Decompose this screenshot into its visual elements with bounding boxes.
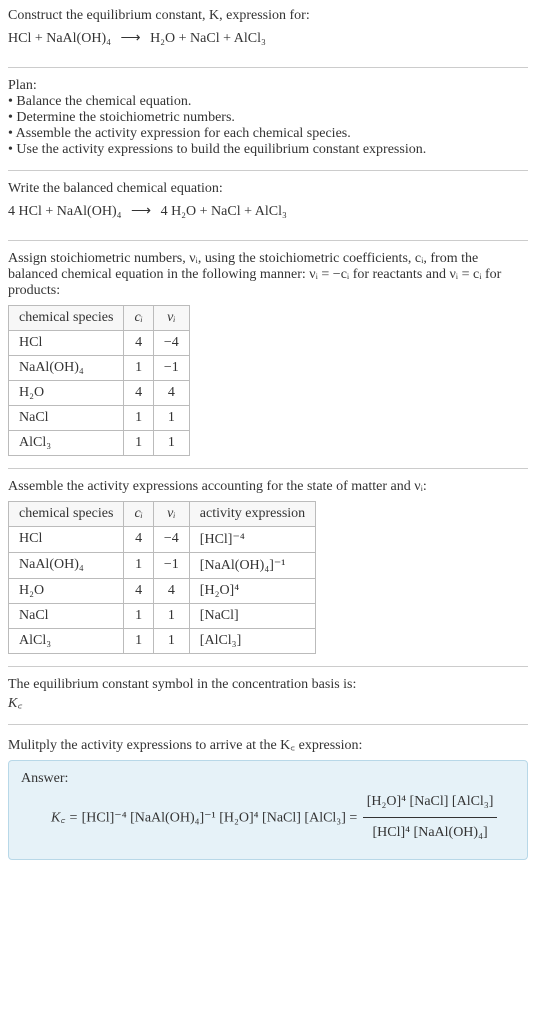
stoich-table: chemical species cᵢ νᵢ HCl4−4 NaAl(OH)₄1… — [8, 305, 190, 456]
cell-ci: 1 — [124, 552, 153, 578]
header: Construct the equilibrium constant, K, e… — [8, 8, 528, 55]
cell-species: HCl — [9, 330, 124, 355]
plan-list: Balance the chemical equation. Determine… — [8, 94, 528, 158]
cell-vi: −1 — [153, 552, 189, 578]
table-row: NaCl11[NaCl] — [9, 603, 316, 628]
eq-rhs: H₂O + NaCl + AlCl₃ — [150, 31, 266, 46]
cell-ci: 4 — [124, 526, 153, 552]
table-row: HCl4−4[HCl]⁻⁴ — [9, 526, 316, 552]
plan-item: Determine the stoichiometric numbers. — [8, 110, 528, 126]
table-header-row: chemical species cᵢ νᵢ activity expressi… — [9, 501, 316, 526]
table-row: AlCl₃11[AlCl₃] — [9, 628, 316, 653]
activity-section: Assemble the activity expressions accoun… — [8, 479, 528, 654]
col-species: chemical species — [9, 501, 124, 526]
fraction-numerator: [H₂O]⁴ [NaCl] [AlCl₃] — [363, 787, 498, 819]
fraction-denominator: [HCl]⁴ [NaAl(OH)₄] — [363, 818, 498, 849]
cell-vi: 4 — [153, 578, 189, 603]
cell-species: H₂O — [9, 578, 124, 603]
cell-ci: 4 — [124, 578, 153, 603]
cell-expr: [AlCl₃] — [189, 628, 315, 653]
kc-symbol: K꜀ — [8, 693, 528, 712]
cell-ci: 1 — [124, 405, 153, 430]
balanced-lhs: 4 HCl + NaAl(OH)₄ — [8, 204, 121, 219]
balanced-section: Write the balanced chemical equation: 4 … — [8, 181, 528, 228]
cell-vi: −4 — [153, 526, 189, 552]
table-header-row: chemical species cᵢ νᵢ — [9, 305, 190, 330]
answer-box: Answer: K꜀ = [HCl]⁻⁴ [NaAl(OH)₄]⁻¹ [H₂O]… — [8, 760, 528, 861]
symbol-intro: The equilibrium constant symbol in the c… — [8, 677, 528, 693]
col-ci: cᵢ — [124, 501, 153, 526]
plan-item: Use the activity expressions to build th… — [8, 142, 528, 158]
balanced-equation: 4 HCl + NaAl(OH)₄ ⟶ 4 H₂O + NaCl + AlCl₃ — [8, 197, 528, 228]
activity-table: chemical species cᵢ νᵢ activity expressi… — [8, 501, 316, 654]
divider — [8, 724, 528, 725]
plan-item: Assemble the activity expression for eac… — [8, 126, 528, 142]
activity-intro: Assemble the activity expressions accoun… — [8, 479, 528, 495]
answer-label: Answer: — [21, 771, 515, 787]
cell-vi: 1 — [153, 628, 189, 653]
cell-expr: [H₂O]⁴ — [189, 578, 315, 603]
cell-species: NaCl — [9, 603, 124, 628]
cell-expr: [NaAl(OH)₄]⁻¹ — [189, 552, 315, 578]
table-row: AlCl₃11 — [9, 430, 190, 455]
cell-vi: 1 — [153, 430, 189, 455]
stoich-section: Assign stoichiometric numbers, νᵢ, using… — [8, 251, 528, 456]
cell-ci: 1 — [124, 430, 153, 455]
cell-vi: −1 — [153, 355, 189, 380]
cell-ci: 1 — [124, 355, 153, 380]
kc-equals: K꜀ = — [51, 810, 82, 825]
cell-species: AlCl₃ — [9, 628, 124, 653]
stoich-intro: Assign stoichiometric numbers, νᵢ, using… — [8, 251, 528, 299]
cell-species: H₂O — [9, 380, 124, 405]
answer-expression: K꜀ = [HCl]⁻⁴ [NaAl(OH)₄]⁻¹ [H₂O]⁴ [NaCl]… — [21, 787, 515, 850]
table-row: H₂O44 — [9, 380, 190, 405]
cell-vi: 1 — [153, 405, 189, 430]
cell-vi: 4 — [153, 380, 189, 405]
table-row: H₂O44[H₂O]⁴ — [9, 578, 316, 603]
symbol-section: The equilibrium constant symbol in the c… — [8, 677, 528, 712]
eq-lhs: HCl + NaAl(OH)₄ — [8, 31, 111, 46]
answer-flat: [HCl]⁻⁴ [NaAl(OH)₄]⁻¹ [H₂O]⁴ [NaCl] [AlC… — [82, 810, 361, 825]
answer-fraction: [H₂O]⁴ [NaCl] [AlCl₃] [HCl]⁴ [NaAl(OH)₄] — [363, 787, 498, 850]
cell-vi: 1 — [153, 603, 189, 628]
multiply-intro: Mulitply the activity expressions to arr… — [8, 735, 528, 754]
plan-section: Plan: Balance the chemical equation. Det… — [8, 78, 528, 158]
col-species: chemical species — [9, 305, 124, 330]
col-ci: cᵢ — [124, 305, 153, 330]
table-row: NaCl11 — [9, 405, 190, 430]
unbalanced-equation: HCl + NaAl(OH)₄ ⟶ H₂O + NaCl + AlCl₃ — [8, 24, 528, 55]
plan-title: Plan: — [8, 78, 528, 94]
divider — [8, 666, 528, 667]
cell-ci: 1 — [124, 628, 153, 653]
divider — [8, 170, 528, 171]
cell-species: NaAl(OH)₄ — [9, 552, 124, 578]
header-line1: Construct the equilibrium constant, K, e… — [8, 8, 528, 24]
multiply-section: Mulitply the activity expressions to arr… — [8, 735, 528, 861]
cell-expr: [NaCl] — [189, 603, 315, 628]
table-row: NaAl(OH)₄1−1 — [9, 355, 190, 380]
cell-species: HCl — [9, 526, 124, 552]
cell-ci: 4 — [124, 380, 153, 405]
plan-item: Balance the chemical equation. — [8, 94, 528, 110]
balanced-intro: Write the balanced chemical equation: — [8, 181, 528, 197]
cell-species: NaAl(OH)₄ — [9, 355, 124, 380]
cell-ci: 4 — [124, 330, 153, 355]
arrow-icon: ⟶ — [125, 204, 157, 219]
divider — [8, 468, 528, 469]
arrow-icon: ⟶ — [114, 31, 146, 46]
col-vi: νᵢ — [153, 305, 189, 330]
balanced-rhs: 4 H₂O + NaCl + AlCl₃ — [161, 204, 287, 219]
table-row: HCl4−4 — [9, 330, 190, 355]
cell-species: NaCl — [9, 405, 124, 430]
col-vi: νᵢ — [153, 501, 189, 526]
cell-vi: −4 — [153, 330, 189, 355]
cell-species: AlCl₃ — [9, 430, 124, 455]
cell-ci: 1 — [124, 603, 153, 628]
table-row: NaAl(OH)₄1−1[NaAl(OH)₄]⁻¹ — [9, 552, 316, 578]
col-expr: activity expression — [189, 501, 315, 526]
cell-expr: [HCl]⁻⁴ — [189, 526, 315, 552]
divider — [8, 67, 528, 68]
divider — [8, 240, 528, 241]
